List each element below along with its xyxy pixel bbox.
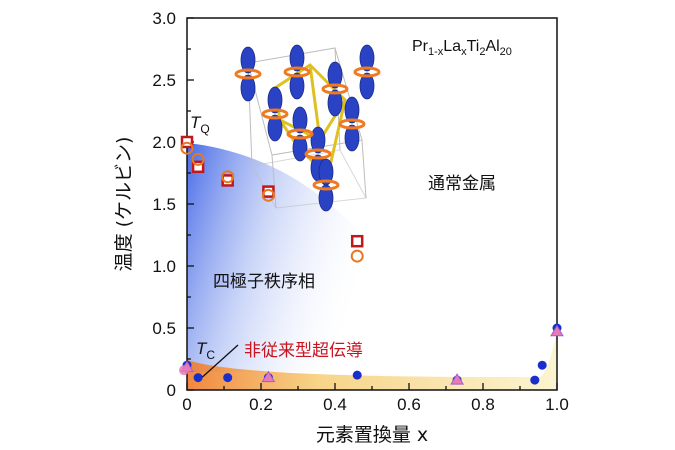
x-tick-label: 0.2 xyxy=(249,395,273,414)
y-tick-label: 1.5 xyxy=(152,195,176,214)
tq-t: T xyxy=(190,113,202,132)
formula-part: Al xyxy=(485,38,499,55)
tc-triangle-point xyxy=(450,373,464,385)
quadrupole-order-label: 四極子秩序相 xyxy=(213,272,315,292)
tc-blue-point xyxy=(530,375,540,385)
y-tick-label: 2.5 xyxy=(152,71,176,90)
tq-circle-point xyxy=(221,170,235,184)
tq-square-point xyxy=(350,234,364,248)
y-tick-labels: 0 0.5 1.0 1.5 2.0 2.5 3.0 xyxy=(152,9,176,400)
tc-blue-point xyxy=(352,370,362,380)
tq-circle-point xyxy=(191,152,205,166)
y-axis-title: 温度 (ケルビン) xyxy=(113,137,135,272)
tq-sub: Q xyxy=(200,122,209,136)
formula-sub: 20 xyxy=(500,46,512,58)
tc-blue-point xyxy=(223,373,233,383)
y-tick-label: 1.0 xyxy=(152,257,176,276)
crystal-structure-illustration xyxy=(234,44,381,212)
x-tick-label: 0.6 xyxy=(397,395,421,414)
compound-formula: Pr1-xLaxTi2Al20 xyxy=(412,38,512,58)
formula-sub: x xyxy=(461,46,467,58)
x-tick-label: 0.8 xyxy=(471,395,495,414)
superconducting-region xyxy=(187,330,557,390)
tq-label: TQ xyxy=(190,113,210,136)
x-tick-label: 0.4 xyxy=(323,395,347,414)
tq-circle-point xyxy=(261,188,275,202)
tc-pointer-line xyxy=(197,344,239,382)
formula-part: La xyxy=(443,38,461,55)
normal-metal-label: 通常金属 xyxy=(428,174,496,194)
superconductivity-label: 非従来型超伝導 xyxy=(244,341,363,361)
tc-blue-point xyxy=(537,360,547,370)
tc-blue-point xyxy=(193,373,203,383)
tq-circle-point xyxy=(180,141,194,155)
x-tick-label: 1.0 xyxy=(545,395,569,414)
tc-label: TC xyxy=(196,339,215,362)
y-tick-label: 3.0 xyxy=(152,9,176,28)
y-tick-label: 0 xyxy=(167,381,176,400)
y-tick-label: 2.0 xyxy=(152,133,176,152)
formula-part: Pr xyxy=(412,38,429,55)
formula-part: Ti xyxy=(467,38,480,55)
x-tick-labels: 0 0.2 0.4 0.6 0.8 1.0 xyxy=(182,395,569,414)
data-points xyxy=(179,135,564,385)
tc-sub: C xyxy=(206,348,215,362)
y-tick-label: 0.5 xyxy=(152,319,176,338)
tc-triangle-point xyxy=(261,370,276,383)
tq-circle-point xyxy=(350,249,364,263)
formula-sub: 1-x xyxy=(428,46,444,58)
formula-sub: 2 xyxy=(479,46,485,58)
tc-pink-point xyxy=(179,365,189,376)
x-tick-label: 0 xyxy=(182,395,191,414)
tc-triangle-point xyxy=(550,324,564,337)
tc-t: T xyxy=(196,339,208,358)
quadrupole-order-region xyxy=(187,143,385,372)
tq-square-point xyxy=(191,160,205,174)
x-axis-title: 元素置換量 x xyxy=(316,424,428,446)
